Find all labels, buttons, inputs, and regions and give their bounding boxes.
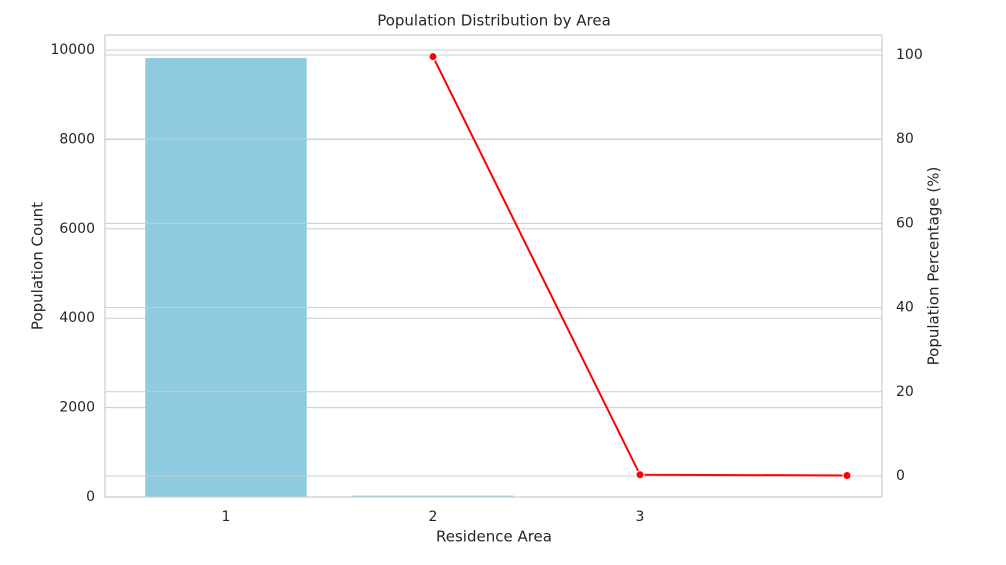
y-axis-label: Population Count: [29, 202, 47, 330]
line-marker: [843, 472, 851, 480]
y-tick-label: 4000: [59, 310, 95, 326]
y2-axis-label: Population Percentage (%): [925, 167, 943, 366]
y2-tick-label: 80: [896, 131, 914, 147]
chart-title: Population Distribution by Area: [377, 12, 611, 30]
x-tick-label: 2: [429, 509, 438, 525]
y-tick-label: 10000: [50, 42, 95, 58]
line-marker: [636, 471, 644, 479]
x-tick-label: 1: [222, 509, 231, 525]
y2-tick-label: 60: [896, 215, 914, 231]
y2-tick-label: 0: [896, 468, 905, 484]
line-marker: [429, 53, 437, 61]
bar: [145, 58, 306, 497]
y-tick-label: 8000: [59, 131, 95, 147]
y2-tick-label: 40: [896, 300, 914, 316]
y-tick-label: 6000: [59, 221, 95, 237]
x-tick-label: 3: [636, 509, 645, 525]
x-axis-label: Residence Area: [436, 528, 552, 546]
y2-tick-label: 100: [896, 47, 923, 63]
y-tick-label: 0: [86, 489, 95, 505]
y2-tick-label: 20: [896, 384, 914, 400]
y-tick-label: 2000: [59, 400, 95, 416]
